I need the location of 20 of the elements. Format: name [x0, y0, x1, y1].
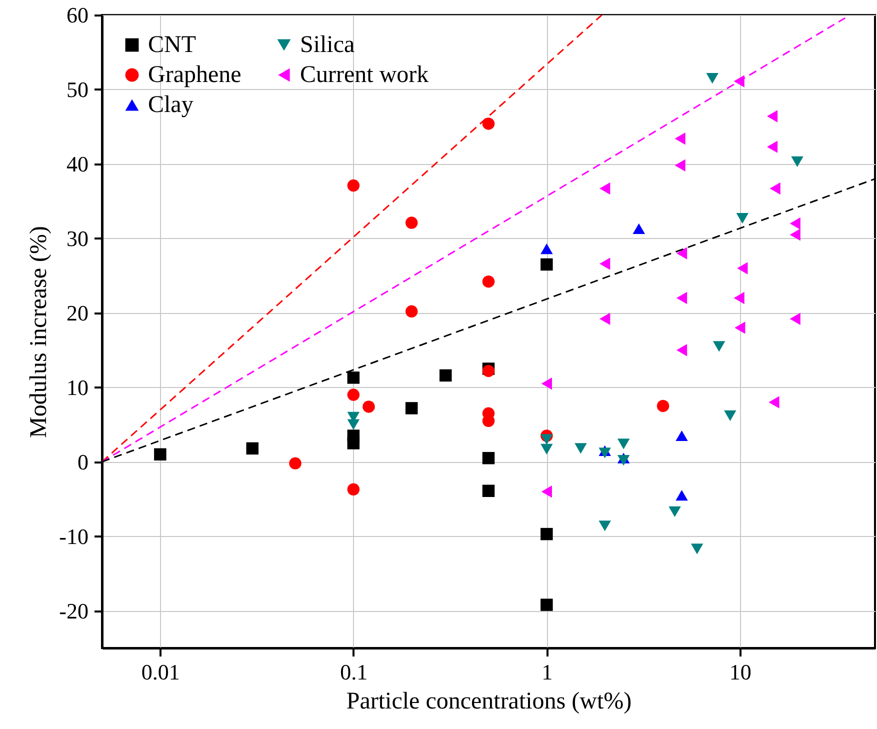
- legend-label: Silica: [300, 32, 356, 58]
- y-tick-label: -20: [59, 598, 88, 624]
- y-tick-label: -10: [59, 524, 88, 549]
- y-tick-label: 20: [66, 300, 88, 326]
- legend-label: CNT: [148, 32, 196, 58]
- y-tick-label: 50: [66, 76, 88, 102]
- x-tick-label: 10: [729, 660, 752, 684]
- legend-label: Graphene: [148, 62, 242, 88]
- x-axis-title: Particle concentrations (wt%): [346, 688, 632, 714]
- y-tick-label: 40: [66, 151, 88, 176]
- legend-label: Current work: [300, 62, 429, 88]
- y-tick-label: 60: [66, 2, 88, 28]
- legend-label: Clay: [148, 92, 194, 118]
- y-axis-title: Modulus increase (%): [26, 226, 52, 438]
- y-tick-label: 30: [66, 226, 88, 251]
- y-tick-label: 10: [66, 374, 88, 400]
- x-tick-label: 0.1: [340, 660, 368, 684]
- x-tick-label: 1: [542, 660, 553, 684]
- x-tick-label: 0.01: [141, 660, 180, 684]
- y-tick-label: 0: [78, 449, 88, 474]
